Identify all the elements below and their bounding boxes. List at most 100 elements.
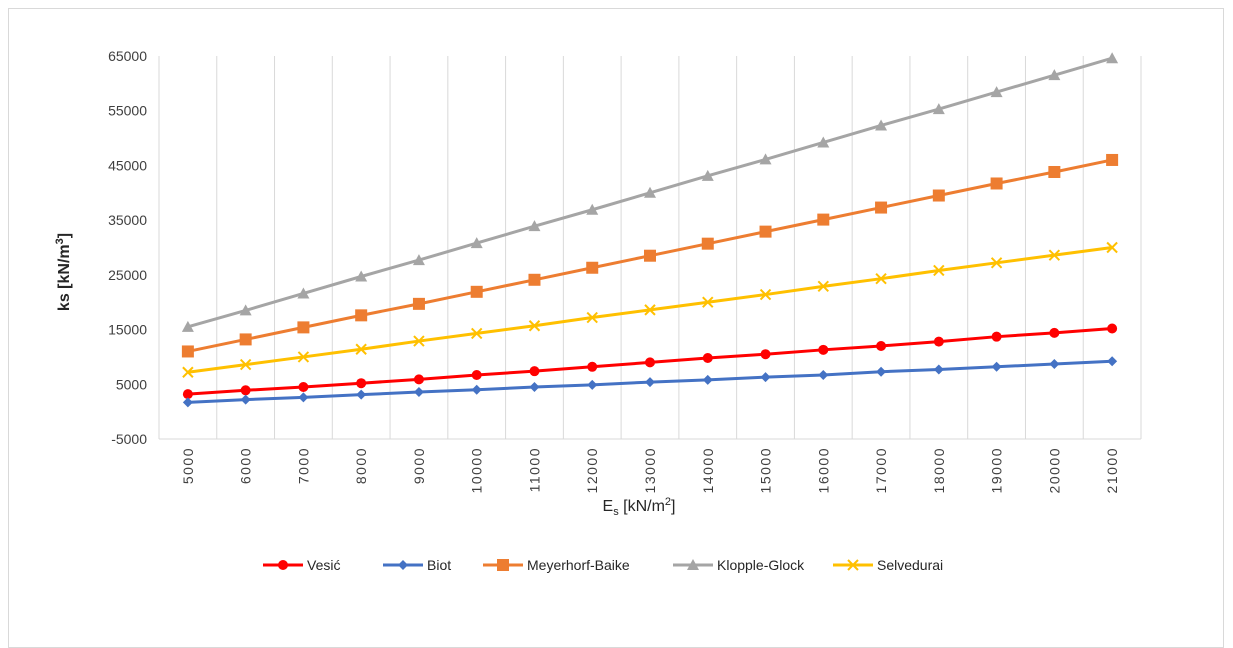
data-point (702, 296, 714, 308)
x-tick-label: 5000 (180, 447, 196, 484)
y-axis-title: ks [kN/m3] (54, 233, 73, 311)
data-point (645, 357, 655, 368)
data-point (933, 336, 944, 347)
y-tick-label: 65000 (108, 48, 147, 64)
data-point (239, 358, 252, 371)
data-point (470, 237, 483, 249)
legend-label: Vesić (307, 557, 340, 573)
data-point (702, 353, 713, 364)
data-point (412, 254, 425, 266)
data-point (297, 321, 310, 334)
data-point (645, 377, 655, 388)
data-point (644, 186, 656, 198)
data-point (412, 297, 425, 310)
data-point (355, 343, 367, 355)
data-point (528, 320, 541, 332)
x-tick-label: 15000 (758, 447, 774, 493)
x-tick-label: 10000 (469, 447, 485, 493)
y-tick-label: 35000 (108, 212, 147, 228)
data-point (529, 366, 540, 377)
x-tick-label: 8000 (353, 447, 369, 484)
data-point (471, 384, 482, 395)
data-point (876, 366, 887, 377)
series-selvedurai (182, 241, 1118, 378)
y-tick-label: 55000 (108, 103, 147, 119)
x-tick-label: 13000 (642, 447, 658, 493)
data-point (760, 349, 771, 360)
data-point (644, 304, 656, 316)
marker-stroke (847, 559, 859, 571)
data-point (932, 103, 945, 115)
marker-stroke (413, 335, 425, 347)
data-point (298, 392, 309, 403)
y-tick-label: 45000 (108, 157, 147, 173)
x-tick-label: 12000 (584, 447, 600, 493)
legend-item-biot: Biot (383, 557, 451, 573)
data-point (702, 374, 713, 385)
marker-stroke (470, 327, 483, 340)
data-point (529, 382, 540, 393)
data-point (818, 344, 829, 355)
data-point (1106, 52, 1119, 64)
legend-label: Meyerhorf-Baike (527, 557, 630, 573)
marker-stroke (702, 296, 714, 308)
data-point (990, 177, 1003, 190)
data-point (239, 333, 252, 346)
y-tick-label: 15000 (108, 322, 147, 338)
data-point (297, 287, 310, 299)
data-point (471, 369, 482, 380)
x-tick-label: 17000 (873, 447, 889, 493)
x-tick-label: 21000 (1104, 447, 1120, 493)
data-point (413, 386, 424, 397)
legend-marker (687, 559, 699, 570)
legend-marker (847, 559, 859, 571)
data-point (355, 309, 368, 322)
data-point (817, 213, 830, 226)
legend-marker (398, 560, 408, 570)
data-point (933, 364, 944, 375)
data-point (875, 201, 888, 214)
data-point (182, 366, 194, 378)
data-point (932, 189, 945, 202)
legend-item-klopple-glock: Klopple-Glock (673, 557, 805, 573)
gridlines (158, 56, 1142, 439)
data-point (586, 261, 599, 274)
data-point (759, 288, 772, 301)
data-point (1107, 323, 1118, 334)
data-point (182, 397, 193, 408)
data-point (817, 280, 830, 293)
x-tick-label: 16000 (815, 447, 831, 493)
data-point (760, 372, 771, 383)
data-point (528, 220, 541, 232)
data-point (181, 320, 194, 332)
legend-marker (497, 559, 509, 571)
data-point (991, 331, 1002, 342)
data-point (1106, 153, 1119, 166)
data-point (528, 273, 541, 286)
data-point (701, 169, 714, 181)
marker-stroke (759, 288, 772, 301)
series-biot (182, 356, 1118, 408)
data-point (644, 249, 656, 262)
data-point (297, 351, 310, 363)
marker-stroke (297, 351, 310, 363)
y-tick-label: 5000 (116, 376, 147, 392)
x-tick-label: 9000 (411, 447, 427, 484)
data-point (298, 382, 309, 393)
data-point (587, 379, 598, 390)
marker-stroke (990, 257, 1003, 269)
legend-label: Selvedurai (877, 557, 943, 573)
legend-label: Klopple-Glock (717, 557, 805, 573)
marker-stroke (355, 343, 367, 355)
data-point (759, 225, 772, 238)
axes: -5000 5000 15000 25000 35000 45000 55000 65000 5… (108, 48, 1141, 493)
legend-label: Biot (427, 557, 451, 573)
data-point (356, 389, 367, 400)
data-point (586, 311, 598, 324)
x-tick-label: 11000 (526, 447, 542, 492)
x-tick-label: 7000 (295, 447, 311, 484)
x-tick-label: 20000 (1046, 447, 1062, 493)
data-point (933, 264, 945, 277)
data-point (1049, 327, 1060, 338)
data-point (470, 327, 483, 340)
